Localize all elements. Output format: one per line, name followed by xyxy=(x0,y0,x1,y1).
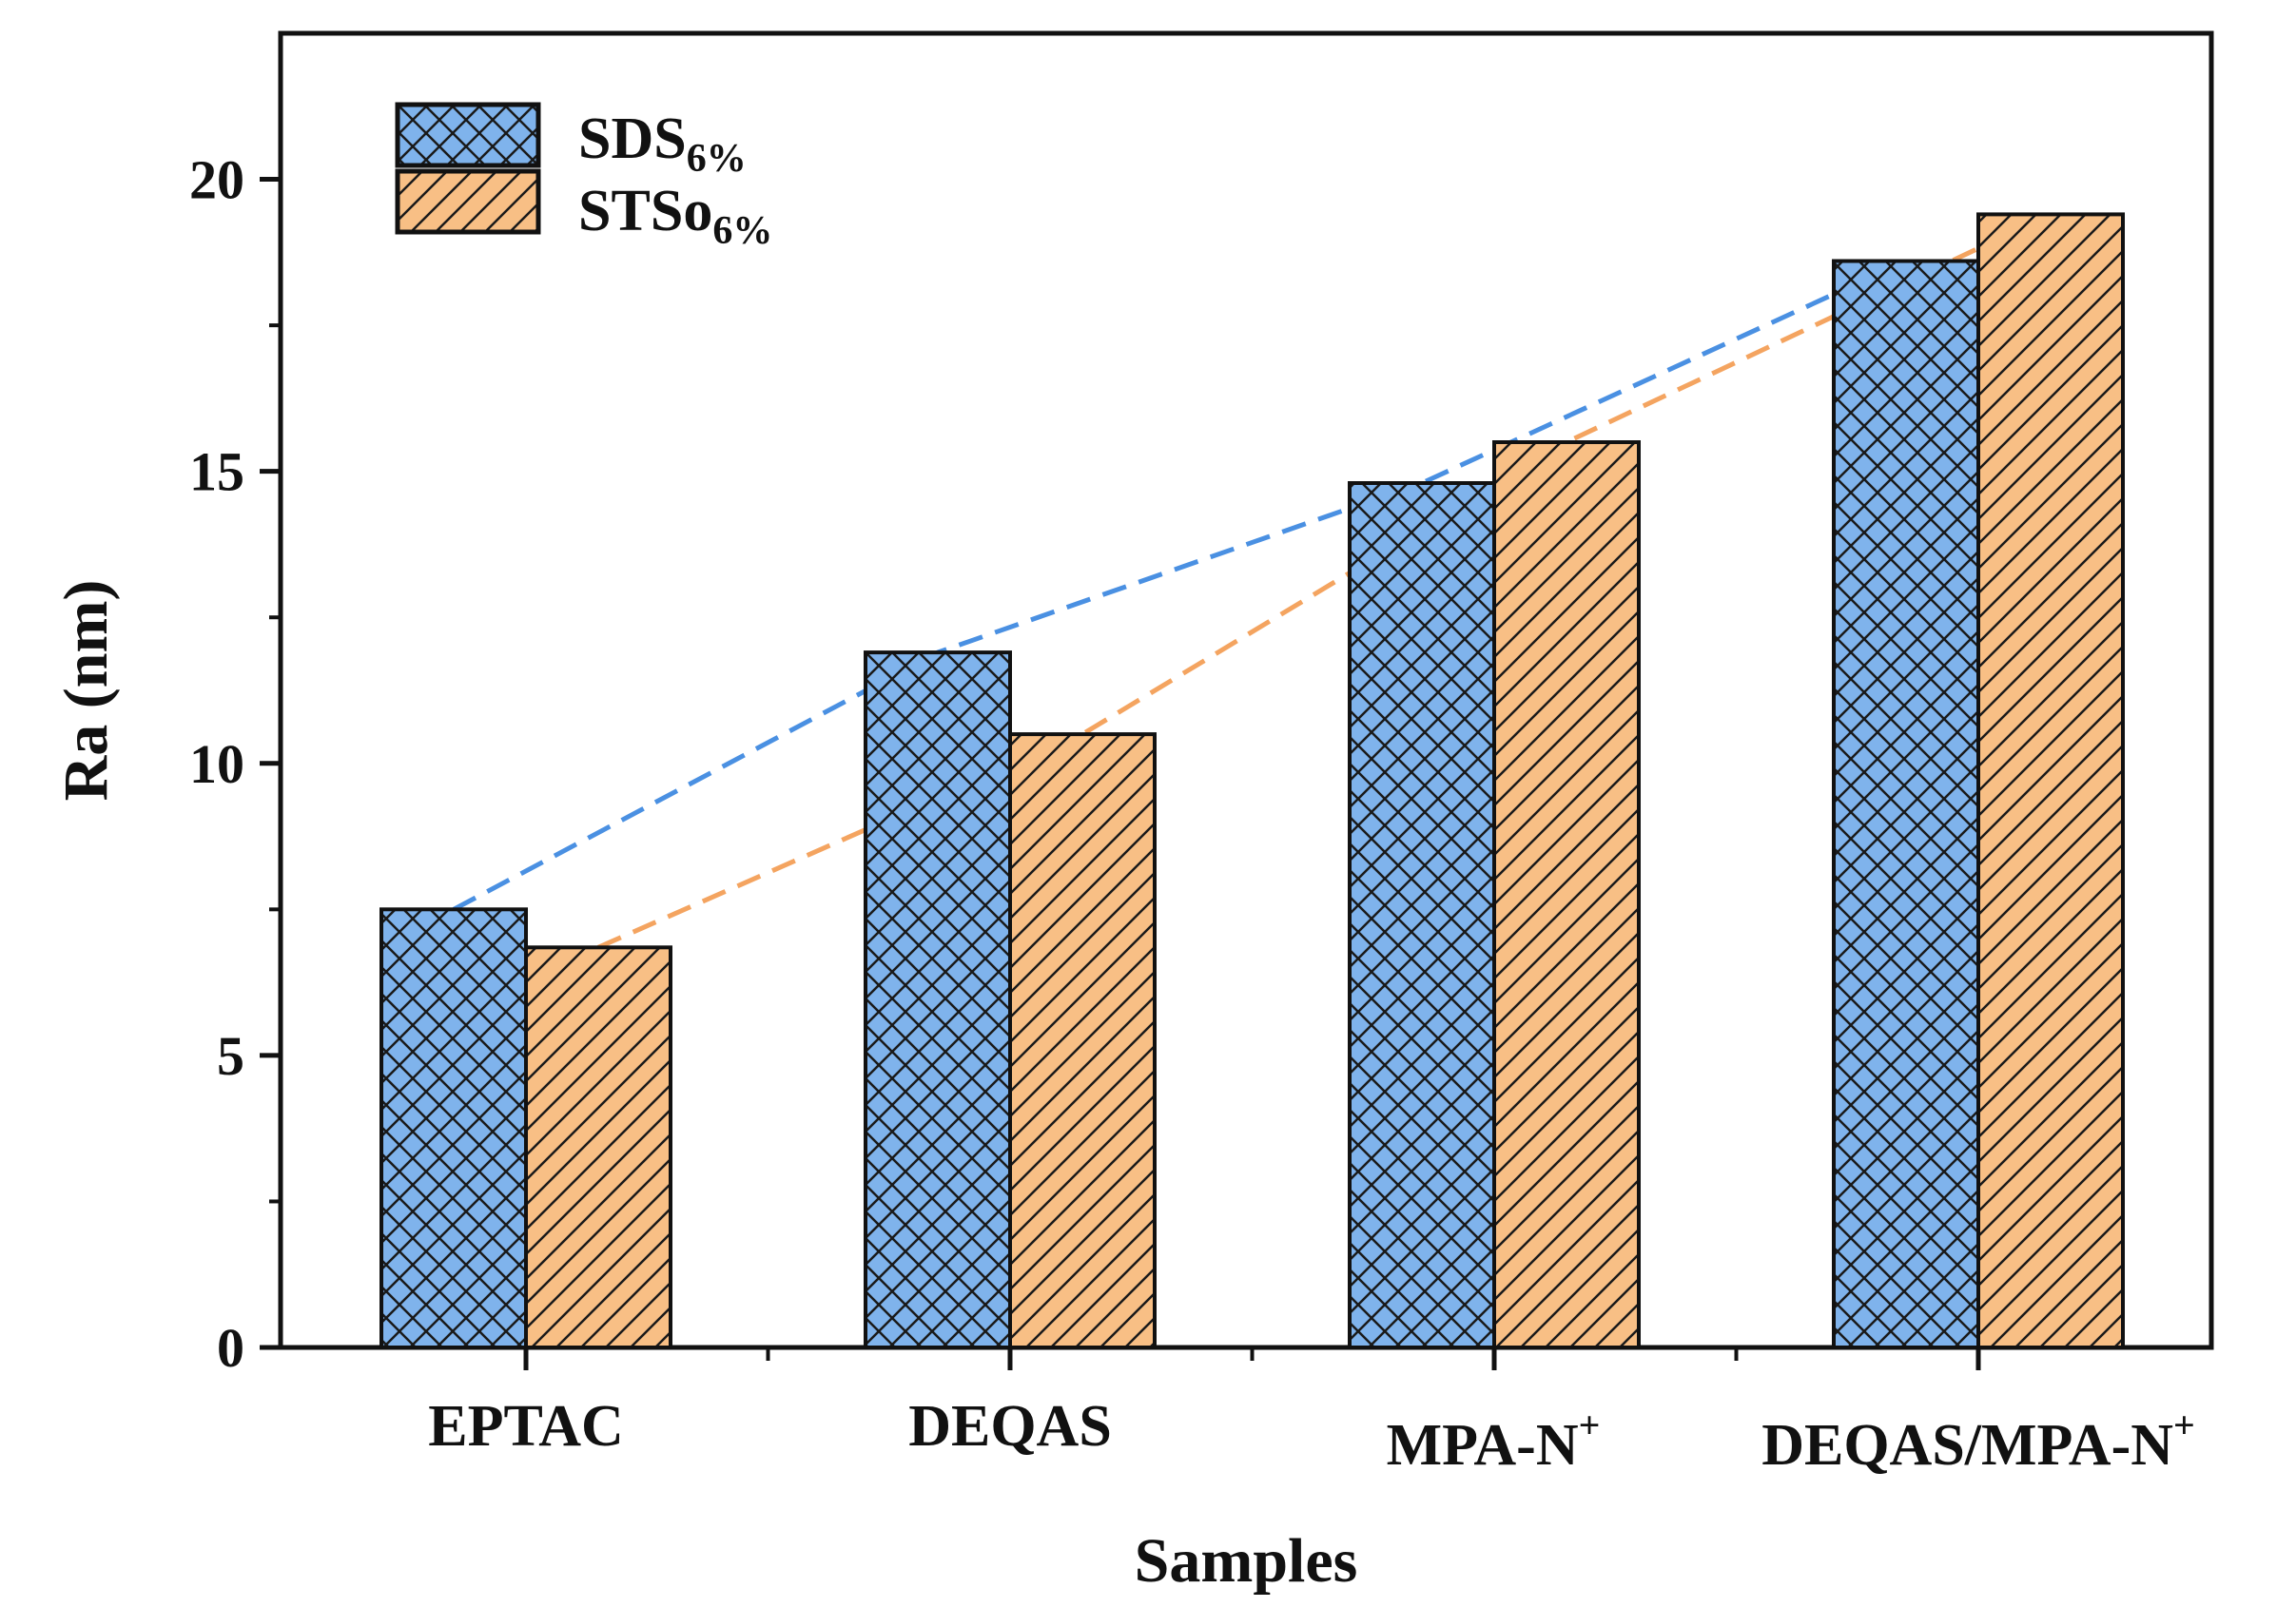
bar-stso-deqas-mpa-n xyxy=(1976,212,2125,1349)
category-label-eptac: EPTAC xyxy=(428,1394,624,1459)
y-tick-label-15: 15 xyxy=(189,441,244,503)
y-axis-ticks: 0 5 10 15 20 xyxy=(189,149,281,1379)
legend: SDS6% STSo6% xyxy=(395,102,772,253)
x-axis-ticks xyxy=(523,1347,1981,1370)
y-tick-label-20: 20 xyxy=(189,149,244,211)
plot-frame xyxy=(278,30,2214,1350)
bar-sds-deqas-mpa-n xyxy=(1832,259,1980,1349)
y-tick-label-0: 0 xyxy=(217,1317,244,1379)
y-axis-title: Ra (nm) xyxy=(51,580,121,802)
category-label-deqas-mpa-n: DEQAS/MPA-N+ xyxy=(1761,1404,2195,1478)
legend-item-sds: SDS6% xyxy=(395,102,747,181)
legend-label-stso: STSo6% xyxy=(578,179,772,253)
bar-sds-mpa-n xyxy=(1348,481,1496,1349)
category-labels: EPTAC DEQAS MPA-N+ DEQAS/MPA-N+ xyxy=(428,1394,2195,1478)
x-axis-title: Samples xyxy=(1135,1526,1358,1596)
trend-lines xyxy=(452,212,2053,950)
legend-item-stso: STSo6% xyxy=(395,168,772,253)
trend-line-sds xyxy=(452,259,1908,912)
legend-swatch-stso xyxy=(395,168,541,235)
legend-swatch-sds xyxy=(395,102,541,168)
category-label-deqas: DEQAS xyxy=(908,1394,1112,1459)
y-tick-label-10: 10 xyxy=(189,733,244,795)
legend-label-sds: SDS6% xyxy=(578,107,747,181)
bar-sds-eptac xyxy=(379,907,528,1349)
category-label-mpa-n: MPA-N+ xyxy=(1387,1404,1601,1478)
y-tick-label-5: 5 xyxy=(217,1025,244,1087)
bar-stso-mpa-n xyxy=(1492,440,1641,1349)
bar-stso-deqas xyxy=(1008,732,1157,1349)
bar-sds-deqas xyxy=(864,650,1012,1349)
trend-line-stso xyxy=(596,212,2053,950)
bar-stso-eptac xyxy=(524,945,672,1349)
bars xyxy=(379,212,2125,1349)
